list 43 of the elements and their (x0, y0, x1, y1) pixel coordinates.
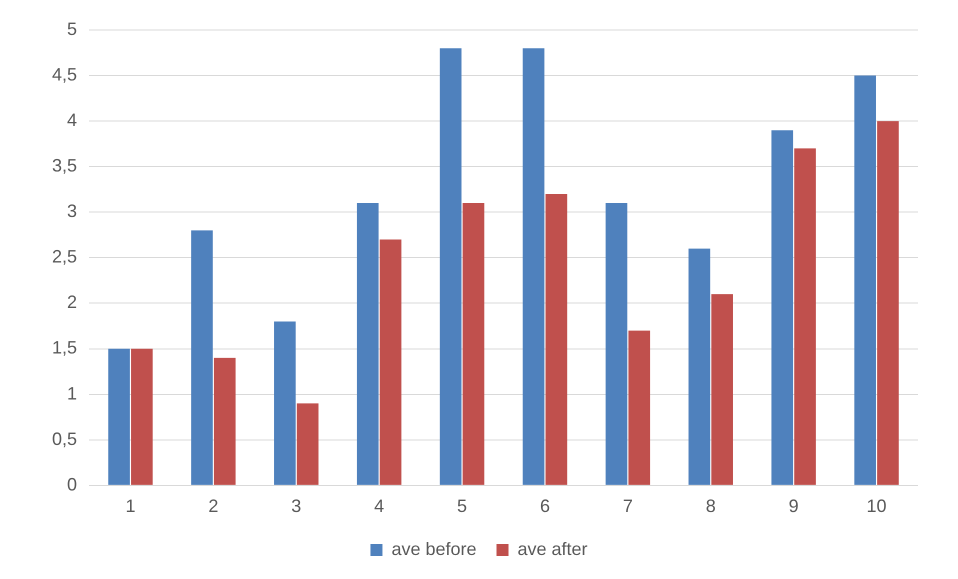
x-tick-label: 7 (622, 496, 633, 516)
x-tick-label: 2 (208, 496, 218, 516)
y-tick-label: 0,5 (52, 428, 78, 449)
x-tick-label: 8 (706, 496, 716, 516)
bar (522, 48, 544, 485)
y-tick-label: 0 (67, 474, 78, 494)
y-tick-label: 1,5 (52, 338, 78, 358)
bar (794, 148, 816, 485)
legend-label: ave after (518, 538, 588, 559)
y-tick-label: 1 (67, 383, 78, 404)
legend-label: ave before (391, 538, 477, 559)
x-tick-label: 9 (788, 496, 799, 516)
x-tick-label: 4 (374, 496, 384, 516)
x-tick-label: 6 (540, 496, 550, 516)
bar (462, 203, 484, 485)
y-tick-label: 3,5 (52, 156, 78, 176)
bar (688, 248, 710, 485)
bar (628, 330, 650, 485)
x-tick-label: 5 (457, 496, 468, 516)
bar (108, 348, 130, 485)
x-tick-label: 10 (866, 496, 887, 516)
bar (440, 48, 462, 485)
y-tick-label: 5 (67, 18, 78, 39)
x-tick-label: 3 (291, 496, 302, 516)
bar (214, 358, 236, 485)
bar (771, 130, 794, 485)
bar (191, 230, 213, 485)
bar (274, 321, 296, 485)
bar (546, 194, 568, 485)
bar (131, 348, 153, 485)
y-tick-label: 3 (67, 201, 78, 222)
bar (877, 121, 899, 485)
y-tick-label: 4 (67, 110, 78, 130)
bar (854, 76, 876, 485)
bar (296, 403, 318, 485)
y-tick-label: 2,5 (52, 246, 78, 267)
x-tick-label: 1 (125, 496, 136, 516)
bar (356, 203, 379, 485)
bar (606, 203, 628, 485)
y-tick-label: 2 (67, 292, 78, 312)
bar (711, 294, 733, 485)
bar (380, 239, 402, 485)
y-tick-label: 4,5 (52, 64, 78, 85)
